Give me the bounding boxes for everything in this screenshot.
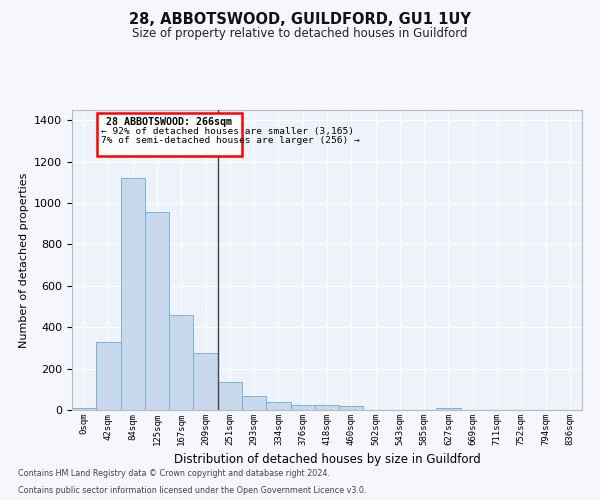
Bar [96,342,121,410]
Bar [436,408,461,410]
Text: Size of property relative to detached houses in Guildford: Size of property relative to detached ho… [132,28,468,40]
Bar [145,212,169,410]
Bar [290,405,315,410]
Bar [315,405,339,410]
Bar [97,113,242,156]
Bar [242,396,266,410]
Bar [169,315,193,410]
Text: ← 92% of detached houses are smaller (3,165): ← 92% of detached houses are smaller (3,… [101,126,354,136]
Bar [266,402,290,410]
Bar [72,408,96,410]
Bar [193,353,218,410]
Y-axis label: Number of detached properties: Number of detached properties [19,172,29,348]
Text: 28 ABBOTSWOOD: 266sqm: 28 ABBOTSWOOD: 266sqm [106,117,232,127]
Text: Contains HM Land Registry data © Crown copyright and database right 2024.: Contains HM Land Registry data © Crown c… [18,468,330,477]
Bar [121,178,145,410]
Text: 28, ABBOTSWOOD, GUILDFORD, GU1 1UY: 28, ABBOTSWOOD, GUILDFORD, GU1 1UY [129,12,471,28]
Bar [218,382,242,410]
Text: 7% of semi-detached houses are larger (256) →: 7% of semi-detached houses are larger (2… [101,136,360,145]
Text: Contains public sector information licensed under the Open Government Licence v3: Contains public sector information licen… [18,486,367,495]
X-axis label: Distribution of detached houses by size in Guildford: Distribution of detached houses by size … [173,454,481,466]
Bar [339,406,364,410]
